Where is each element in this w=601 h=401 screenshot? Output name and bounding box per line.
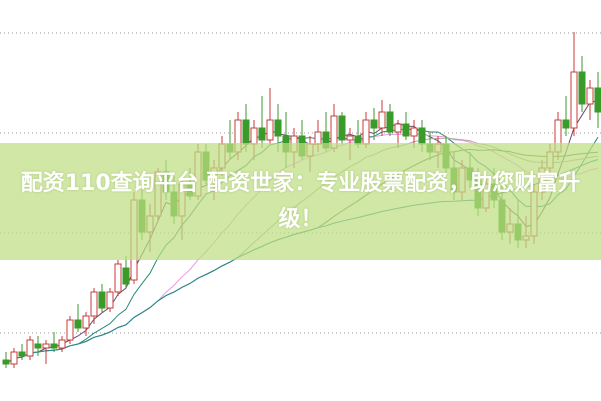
candle-up	[570, 71, 578, 129]
candle-down	[402, 123, 410, 137]
banner-text: 配资110查询平台 配资世家：专业股票配资，助您财富升级！	[20, 170, 581, 232]
candle-down	[258, 127, 266, 141]
candle-down	[122, 267, 130, 285]
candle-up	[10, 351, 18, 365]
candle-down	[74, 319, 82, 329]
candle-up	[42, 343, 50, 349]
candle-up	[250, 127, 258, 145]
promo-banner: 配资110查询平台 配资世家：专业股票配资，助您财富升级！	[0, 143, 601, 260]
candle-up	[90, 291, 98, 317]
candle-down	[594, 87, 601, 113]
candle-down	[418, 127, 426, 145]
candle-up	[362, 119, 370, 145]
candle-down	[242, 119, 250, 145]
candle-down	[18, 351, 26, 357]
candle-down	[274, 119, 282, 137]
candle-down	[338, 115, 346, 141]
candle-up	[58, 339, 66, 349]
candle-up	[114, 263, 122, 293]
candle-down	[578, 71, 586, 105]
candle-down	[370, 119, 378, 129]
candle-up	[266, 119, 274, 141]
candle-up	[394, 123, 402, 133]
candle-up	[346, 135, 354, 141]
candle-down	[50, 343, 58, 349]
candle-up	[26, 339, 34, 357]
candle-up	[82, 315, 90, 329]
candle-down	[98, 291, 106, 309]
candle-up	[106, 291, 114, 309]
candle-up	[378, 111, 386, 129]
candle-down	[34, 343, 42, 349]
candle-up	[66, 319, 74, 341]
candle-down	[562, 119, 570, 129]
candle-down	[386, 111, 394, 133]
candle-down	[2, 359, 10, 365]
candle-up	[586, 87, 594, 105]
candle-up	[410, 127, 418, 137]
